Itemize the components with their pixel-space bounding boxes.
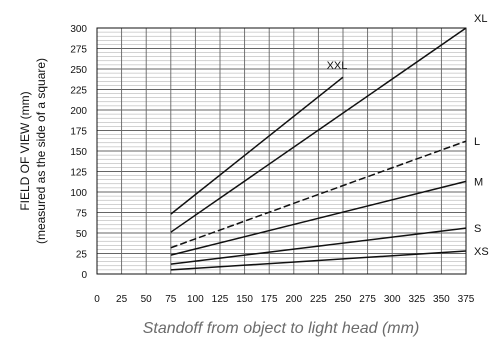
series-line-s [170, 227, 467, 265]
x-tick-label: 25 [116, 294, 128, 305]
series-line-xs [170, 250, 467, 271]
y-tick-label: 100 [70, 188, 87, 199]
series-label-xl: XL [474, 13, 487, 25]
series-line-xxl [170, 76, 344, 215]
series-label-l: L [474, 136, 480, 148]
tick-labels: 0 25 50 75 100 125 150 175 200 225 250 275 300 0 25 50 7… [70, 24, 474, 305]
series-label-xxl: XXL [327, 60, 348, 72]
x-tick-label: 275 [359, 294, 376, 305]
x-tick-label: 350 [433, 294, 450, 305]
y-tick-label: 0 [81, 270, 87, 281]
x-tick-label: 325 [408, 294, 425, 305]
y-tick-label: 150 [70, 147, 87, 158]
y-tick-label: 175 [70, 127, 87, 138]
series-line-m [170, 180, 467, 256]
x-tick-label: 150 [236, 294, 253, 305]
y-tick-label: 250 [70, 65, 87, 76]
x-tick-label: 125 [212, 294, 229, 305]
y-axis-title: FIELD OF VIEW (mm) [18, 91, 32, 210]
x-tick-label: 50 [141, 294, 153, 305]
plot-frame [96, 27, 467, 275]
series-line-l [170, 140, 467, 249]
series-label-m: M [474, 176, 483, 188]
series-labels: XXL XL L M S XS [327, 13, 489, 258]
y-tick-label: 125 [70, 168, 87, 179]
x-tick-label: 75 [165, 294, 177, 305]
x-tick-label: 300 [384, 294, 401, 305]
y-axis-subtitle: (measured as the side of a square) [34, 58, 48, 244]
x-tick-label: 375 [458, 294, 475, 305]
grid [96, 27, 467, 275]
series-line-xl [170, 27, 467, 233]
x-tick-label: 0 [94, 294, 100, 305]
y-tick-label: 50 [76, 229, 88, 240]
y-tick-label: 225 [70, 86, 87, 97]
x-tick-label: 200 [285, 294, 302, 305]
y-tick-label: 25 [76, 250, 88, 261]
x-tick-label: 175 [261, 294, 278, 305]
x-tick-label: 250 [335, 294, 352, 305]
series-label-s: S [474, 223, 481, 235]
x-tick-label: 100 [187, 294, 204, 305]
y-tick-label: 200 [70, 106, 87, 117]
y-tick-label: 300 [70, 24, 87, 35]
x-axis-title: Standoff from object to light head (mm) [143, 320, 420, 337]
series-lines [170, 27, 467, 271]
series-label-xs: XS [474, 246, 489, 258]
y-tick-label: 275 [70, 45, 87, 56]
x-tick-label: 225 [310, 294, 327, 305]
y-tick-label: 75 [76, 209, 88, 220]
